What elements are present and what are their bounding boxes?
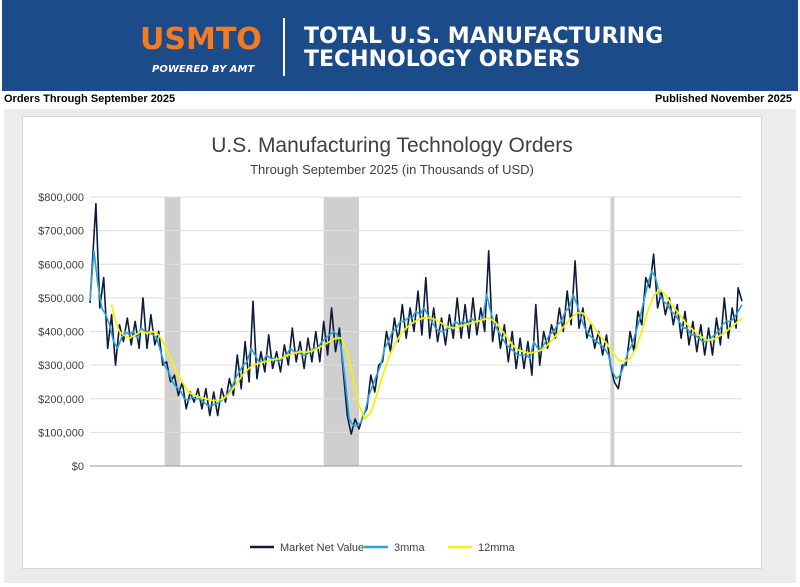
legend-label-mma3: 3mma bbox=[394, 542, 425, 554]
banner-title-line-2: TECHNOLOGY ORDERS bbox=[304, 47, 581, 72]
chart-subtitle: Through September 2025 (in Thousands of … bbox=[250, 162, 534, 177]
banner-title: TOTAL U.S. MANUFACTURING TECHNOLOGY ORDE… bbox=[304, 25, 663, 71]
y-tick-label: $100,000 bbox=[38, 427, 84, 439]
y-tick-label: $800,000 bbox=[38, 192, 84, 204]
chart-title: U.S. Manufacturing Technology Orders bbox=[211, 134, 572, 157]
banner-title-line-1: TOTAL U.S. MANUFACTURING bbox=[304, 24, 664, 49]
y-tick-label: $400,000 bbox=[38, 327, 84, 339]
legend-label-market: Market Net Value bbox=[280, 542, 364, 554]
legend: Market Net Value 3mma 12mma bbox=[250, 542, 516, 554]
y-tick-label: $0 bbox=[72, 461, 84, 473]
y-tick-label: $500,000 bbox=[38, 293, 84, 305]
series-lines bbox=[89, 202, 743, 435]
logo-text: USMTO bbox=[140, 22, 262, 57]
banner-divider bbox=[283, 18, 285, 76]
usmto-logo: USMTO POWERED BY AMT bbox=[140, 20, 268, 80]
header-banner: USMTO POWERED BY AMT TOTAL U.S. MANUFACT… bbox=[2, 0, 798, 91]
series-line-mma12 bbox=[110, 288, 743, 420]
y-tick-label: $300,000 bbox=[38, 360, 84, 372]
series-line-market bbox=[89, 202, 743, 435]
orders-through-label: Orders Through September 2025 bbox=[4, 93, 176, 105]
legend-label-mma12: 12mma bbox=[478, 542, 516, 554]
series-line-mma3 bbox=[89, 250, 743, 427]
y-tick-label: $200,000 bbox=[38, 394, 84, 406]
y-tick-label: $600,000 bbox=[38, 259, 84, 271]
gridlines bbox=[90, 196, 742, 467]
logo-subtext: POWERED BY AMT bbox=[152, 64, 255, 75]
published-label: Published November 2025 bbox=[655, 93, 792, 105]
y-axis: $0 $100,000 $200,000 $300,000 $400,000 $500,0… bbox=[38, 192, 84, 473]
y-tick-label: $700,000 bbox=[38, 226, 84, 238]
